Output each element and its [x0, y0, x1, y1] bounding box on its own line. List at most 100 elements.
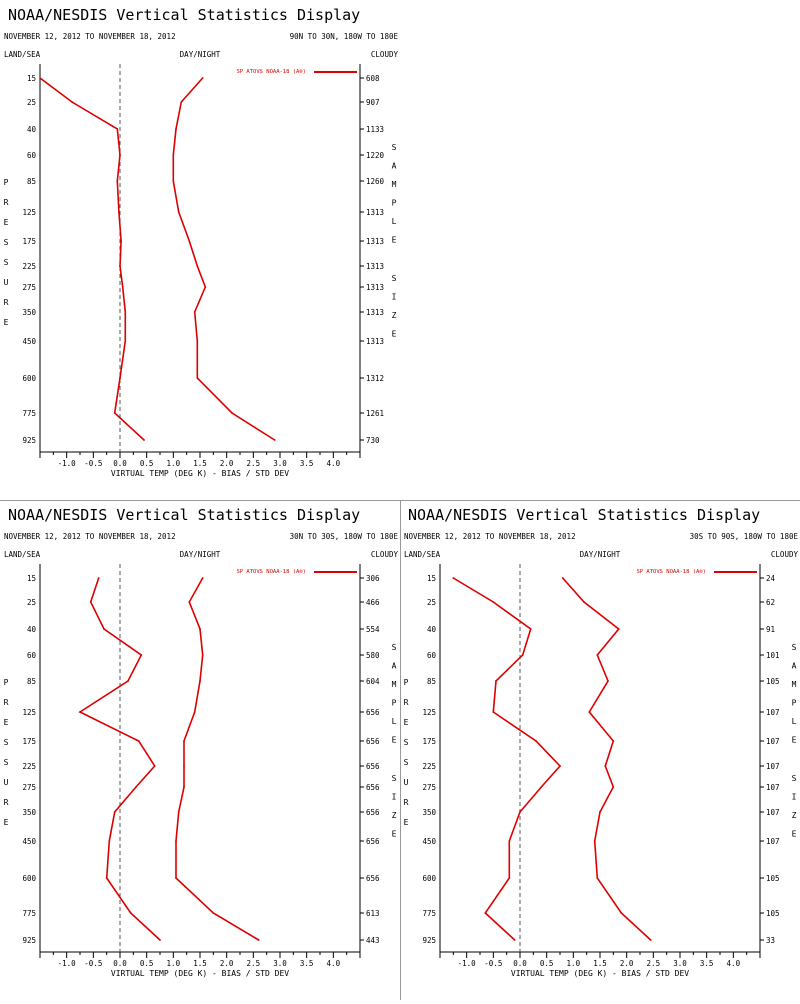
x-tick-label: 1.0	[167, 459, 181, 468]
bias-point	[118, 211, 120, 213]
bias-point	[116, 128, 119, 130]
sample-size-label: 466	[366, 598, 380, 607]
bias-point	[559, 765, 561, 767]
std_dev-point	[188, 601, 191, 603]
sample-size-label: 656	[366, 783, 380, 792]
pressure-letter: U	[4, 278, 9, 287]
pressure-letter: S	[404, 758, 409, 767]
region-label: 30S TO 90S, 180W TO 180E	[690, 532, 799, 541]
bias-point	[484, 912, 487, 914]
bias-point	[129, 912, 132, 914]
x-tick-label: 1.5	[193, 459, 207, 468]
pressure-letter: S	[404, 738, 409, 747]
bias-point	[529, 628, 532, 630]
pressure-tick-label: 225	[422, 762, 436, 771]
sample-size-label: 613	[366, 909, 380, 918]
sample-size-label: 1313	[366, 262, 384, 271]
pressure-tick-label: 225	[22, 262, 36, 271]
pressure-letter: R	[4, 198, 9, 207]
vertical-divider	[400, 500, 401, 1000]
sample-size-letter: A	[792, 662, 797, 671]
bias-point	[79, 711, 81, 713]
pressure-tick-label: 175	[22, 737, 36, 746]
sample-size-letter: P	[392, 699, 397, 708]
pressure-tick-label: 925	[22, 436, 36, 445]
pressure-tick-label: 450	[422, 837, 436, 846]
pressure-letter: P	[404, 678, 409, 687]
bias-point	[513, 939, 516, 941]
sample-size-label: 1313	[366, 308, 384, 317]
std_dev-point	[596, 654, 599, 656]
pressure-letter: E	[4, 218, 9, 227]
pressure-letter: R	[404, 798, 409, 807]
bias-point	[495, 680, 497, 682]
chart-title: NOAA/NESDIS Vertical Statistics Display	[8, 506, 360, 524]
bias-point	[119, 265, 121, 267]
bias-point	[105, 877, 108, 879]
date-range: NOVEMBER 12, 2012 TO NOVEMBER 18, 2012	[4, 532, 176, 541]
sample-size-label: 107	[766, 783, 780, 792]
std_dev-point	[273, 439, 276, 441]
x-tick-label: -0.5	[484, 959, 502, 968]
sample-size-letter: S	[792, 643, 797, 652]
pressure-tick-label: 15	[27, 74, 36, 83]
std_dev-point	[201, 77, 204, 79]
land-sea-label: LAND/SEA	[404, 550, 441, 559]
pressure-tick-label: 775	[422, 909, 436, 918]
std_dev-point	[593, 840, 596, 842]
sample-size-letter: Z	[392, 311, 397, 320]
pressure-tick-label: 225	[22, 762, 36, 771]
x-tick-label: 4.0	[727, 959, 741, 968]
sample-size-label: 656	[366, 837, 380, 846]
sample-size-label: 604	[366, 677, 380, 686]
pressure-letter: R	[404, 698, 409, 707]
bias-point	[153, 765, 156, 767]
sample-size-letter: L	[392, 717, 397, 726]
sample-size-letter: S	[792, 774, 797, 783]
sample-size-letter: A	[392, 662, 397, 671]
pressure-letter: R	[4, 798, 9, 807]
chart-svg: NOAA/NESDIS Vertical Statistics Display N…	[4, 506, 399, 978]
sample-size-label: 907	[366, 98, 380, 107]
std_dev-line	[562, 577, 652, 941]
std_dev-point	[199, 628, 201, 630]
day-night-label: DAY/NIGHT	[180, 550, 221, 559]
sample-size-label: 730	[366, 436, 380, 445]
chart-title: NOAA/NESDIS Vertical Statistics Display	[408, 506, 760, 524]
std_dev-point	[196, 265, 199, 267]
sample-size-label: 443	[366, 936, 380, 945]
std_dev-point	[231, 412, 233, 414]
bias-point	[452, 577, 455, 579]
pressure-letter: E	[404, 718, 409, 727]
bias-point	[108, 840, 111, 842]
pressure-letter: R	[4, 698, 9, 707]
pressure-tick-label: 775	[22, 909, 36, 918]
std_dev-point	[193, 711, 196, 713]
bias-point	[121, 286, 124, 288]
x-tick-label: 0.0	[113, 959, 127, 968]
std_dev-point	[201, 654, 204, 656]
std_dev-point	[183, 740, 185, 742]
std_dev-point	[617, 628, 620, 630]
sample-size-letter: I	[392, 793, 397, 802]
sample-size-label: 1220	[366, 151, 385, 160]
cloudy-label: CLOUDY	[371, 50, 399, 59]
std_dev-point	[596, 877, 599, 879]
std_dev-point	[599, 811, 601, 813]
bias-point	[535, 740, 537, 742]
pressure-tick-label: 40	[27, 625, 37, 634]
chart-svg: NOAA/NESDIS Vertical Statistics Display N…	[4, 6, 399, 478]
pressure-tick-label: 350	[22, 308, 36, 317]
std_dev-point	[649, 939, 652, 941]
std_dev-point	[180, 101, 183, 103]
x-tick-label: 0.5	[140, 959, 154, 968]
x-tick-label: 0.5	[140, 459, 154, 468]
sample-size-label: 554	[366, 625, 380, 634]
x-tick-label: 2.5	[247, 959, 261, 968]
x-tick-label: 1.0	[167, 959, 181, 968]
x-tick-label: -0.5	[84, 959, 102, 968]
bias-point	[124, 340, 127, 342]
pressure-tick-label: 275	[422, 783, 436, 792]
std_dev-point	[588, 711, 591, 713]
sample-size-label: 1260	[366, 177, 385, 186]
